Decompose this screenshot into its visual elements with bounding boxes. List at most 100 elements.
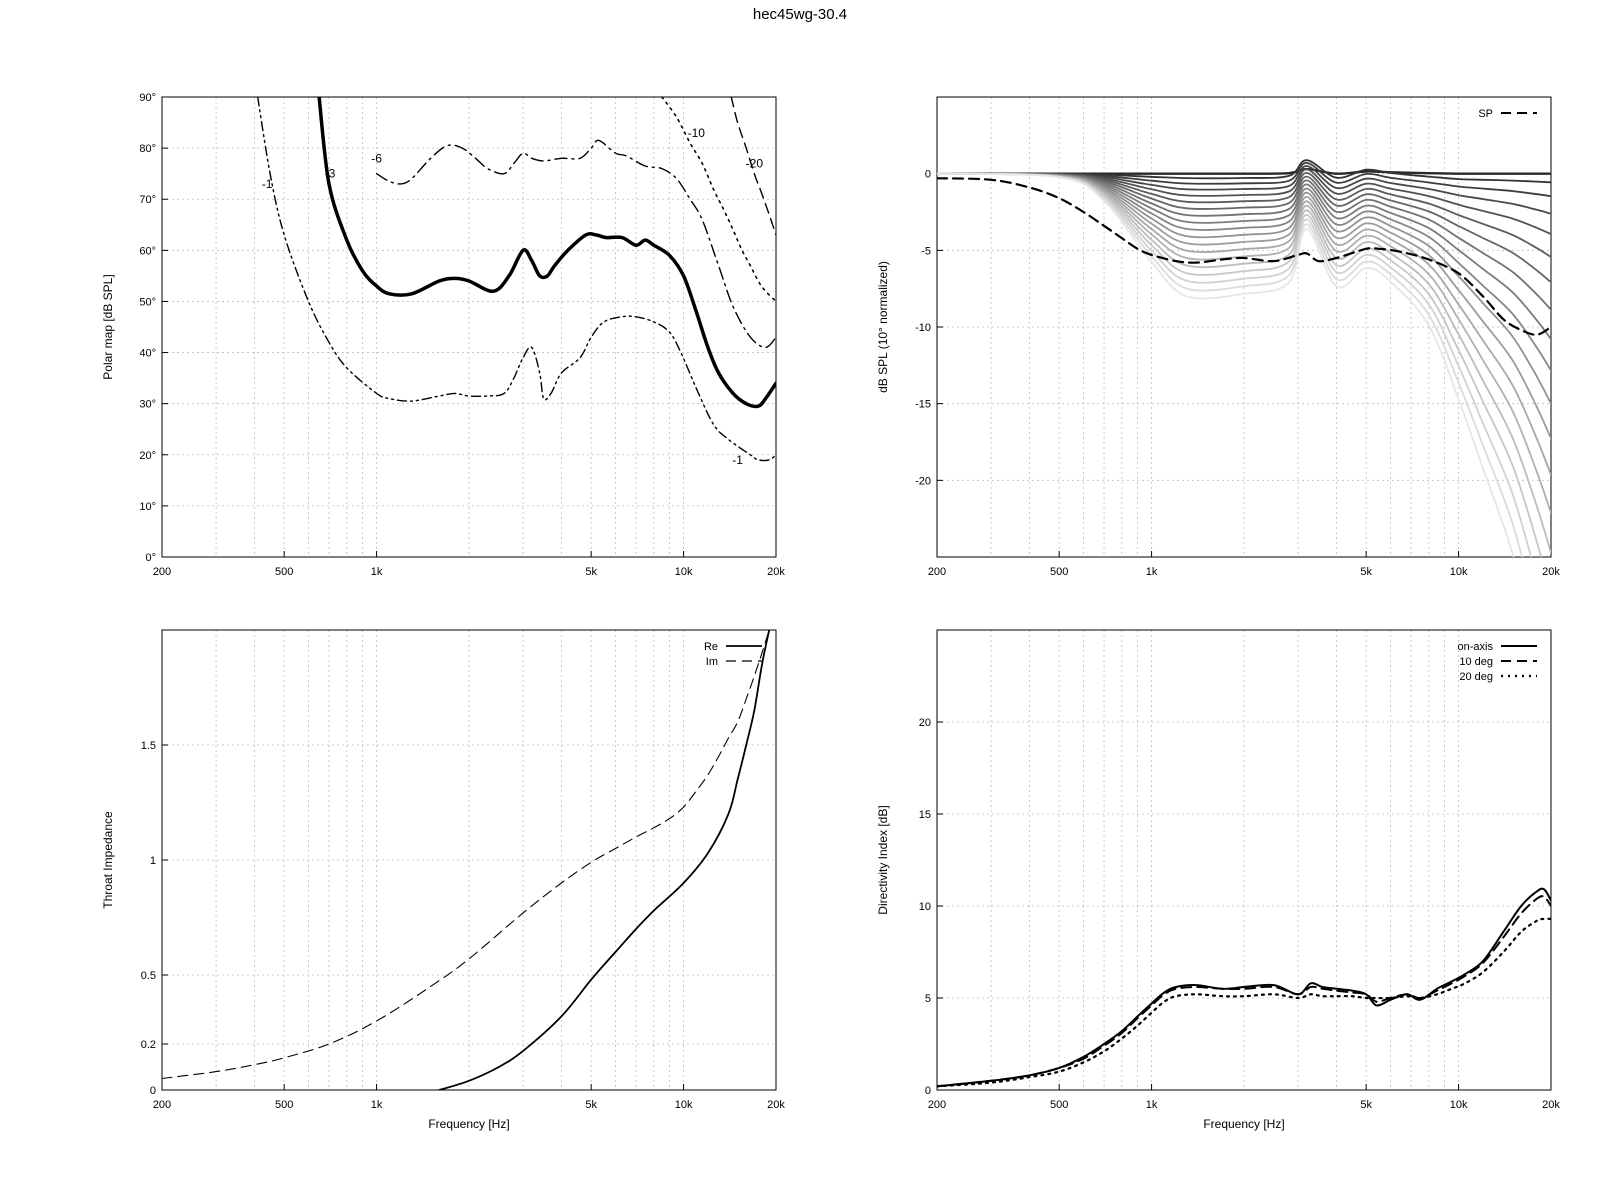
y-axis-label: Throat Impedance — [101, 811, 115, 909]
angle-curve — [937, 172, 1551, 476]
legend-label: Im — [706, 656, 718, 668]
contour-label: -3 — [325, 167, 336, 181]
angle-curve — [937, 161, 1551, 198]
y-tick-label: 1.5 — [141, 740, 156, 752]
impedance-re-curve — [438, 630, 771, 1090]
y-tick-label: 15 — [919, 809, 931, 821]
y-axis-label: Polar map [dB SPL] — [101, 274, 115, 379]
contour-label: -6 — [371, 151, 382, 165]
x-tick-label: 1k — [371, 566, 383, 578]
x-axis-label: Frequency [Hz] — [428, 1117, 509, 1131]
x-tick-label: 20k — [1542, 1099, 1560, 1111]
figure-title: hec45wg-30.4 — [752, 6, 848, 23]
y-tick-label: 80° — [139, 143, 156, 155]
angle-curve — [937, 172, 1551, 440]
y-tick-label: 5 — [925, 993, 931, 1005]
x-tick-label: 5k — [585, 1099, 597, 1111]
y-tick-label: 30° — [139, 399, 156, 411]
contour-line--3 — [317, 97, 776, 409]
y-tick-label: 0° — [145, 552, 156, 564]
y-tick-label: 90° — [139, 92, 156, 104]
angle-curve — [937, 172, 1551, 372]
angle-curve — [937, 171, 1551, 258]
contour-label: -20 — [746, 156, 764, 170]
x-tick-label: 10k — [1450, 1099, 1468, 1111]
y-tick-label: 1 — [150, 855, 156, 867]
y-tick-label: 0 — [925, 1085, 931, 1097]
contour-line--20 — [730, 97, 776, 236]
contour-line--10 — [661, 97, 776, 303]
contour-label: -10 — [688, 126, 706, 140]
y-tick-label: -5 — [921, 245, 931, 257]
y-tick-label: -20 — [915, 475, 931, 487]
legend-label: 10 deg — [1459, 656, 1493, 668]
di-curve — [937, 887, 1551, 1088]
legend-label: SP — [1478, 108, 1493, 120]
angle-curve — [937, 172, 1551, 514]
angle-curve — [937, 172, 1551, 284]
x-tick-label: 500 — [275, 566, 293, 578]
y-axis-label: dB SPL (10° normalized) — [876, 261, 890, 393]
y-tick-label: 0.5 — [141, 970, 156, 982]
contour-line--1 — [257, 97, 776, 462]
panel-spl: 200 500 1k 5k 10k 20k 0 -5 -10 -15 -20 dB SPL (10° … — [876, 96, 1560, 578]
y-tick-label: -10 — [915, 322, 931, 334]
x-tick-label: 20k — [1542, 566, 1560, 578]
panel-directivity: 200 500 1k 5k 10k 20k 0 5 10 15 20 Frequency [Hz] Di… — [876, 629, 1560, 1131]
legend-label: Re — [704, 641, 718, 653]
angle-curve — [937, 165, 1551, 215]
angle-curve — [937, 172, 1515, 557]
di-curve — [937, 895, 1551, 1088]
contour-label: -1 — [732, 453, 743, 467]
x-tick-label: 200 — [153, 1099, 171, 1111]
y-tick-label: 60° — [139, 245, 156, 257]
angle-curve — [937, 167, 1551, 175]
y-tick-label: 70° — [139, 194, 156, 206]
x-tick-label: 5k — [1360, 1099, 1372, 1111]
x-tick-label: 1k — [1146, 1099, 1158, 1111]
panel-polar: 200 500 1k 5k 10k 20k 0° 10° 20° 30° 40° 50° 60° 70° 8… — [101, 92, 785, 578]
panel-impedance: 200 500 1k 5k 10k 20k 0 0.2 0.5 1 1.5 Frequency [Hz… — [101, 629, 785, 1131]
x-tick-label: 1k — [371, 1099, 383, 1111]
plot-frame — [936, 629, 1552, 1091]
y-tick-label: 10° — [139, 501, 156, 513]
plot-frame — [161, 96, 777, 558]
x-tick-label: 5k — [1360, 566, 1372, 578]
angle-curve — [937, 168, 1551, 235]
y-tick-label: 20° — [139, 450, 156, 462]
sp-curve — [937, 177, 1551, 336]
x-tick-label: 10k — [1450, 566, 1468, 578]
y-tick-label: 20 — [919, 717, 931, 729]
x-tick-label: 200 — [928, 1099, 946, 1111]
x-tick-label: 20k — [767, 1099, 785, 1111]
y-tick-label: 0 — [150, 1085, 156, 1097]
angle-curve — [937, 172, 1524, 557]
x-tick-label: 10k — [675, 566, 693, 578]
legend-label: 20 deg — [1459, 671, 1493, 683]
y-tick-label: 40° — [139, 348, 156, 360]
legend-label: on-axis — [1458, 641, 1494, 653]
y-tick-label: 10 — [919, 901, 931, 913]
x-axis-label: Frequency [Hz] — [1203, 1117, 1284, 1131]
y-axis-label: Directivity Index [dB] — [876, 805, 890, 914]
x-tick-label: 200 — [153, 566, 171, 578]
angle-curve — [937, 172, 1532, 557]
angle-curve — [937, 172, 1551, 341]
x-tick-label: 1k — [1146, 566, 1158, 578]
x-tick-label: 500 — [1050, 1099, 1068, 1111]
y-tick-label: 0.2 — [141, 1039, 156, 1051]
contour-label: -1 — [262, 177, 273, 191]
impedance-im-curve — [162, 630, 770, 1080]
angle-curve — [937, 172, 1543, 557]
x-tick-label: 500 — [275, 1099, 293, 1111]
contour-line--6 — [375, 139, 776, 349]
x-tick-label: 20k — [767, 566, 785, 578]
angle-curve — [937, 172, 1551, 554]
x-tick-label: 5k — [585, 566, 597, 578]
x-tick-label: 10k — [675, 1099, 693, 1111]
x-tick-label: 500 — [1050, 566, 1068, 578]
angle-curve — [937, 159, 1551, 184]
y-tick-label: 50° — [139, 296, 156, 308]
angle-curve — [937, 172, 1551, 311]
